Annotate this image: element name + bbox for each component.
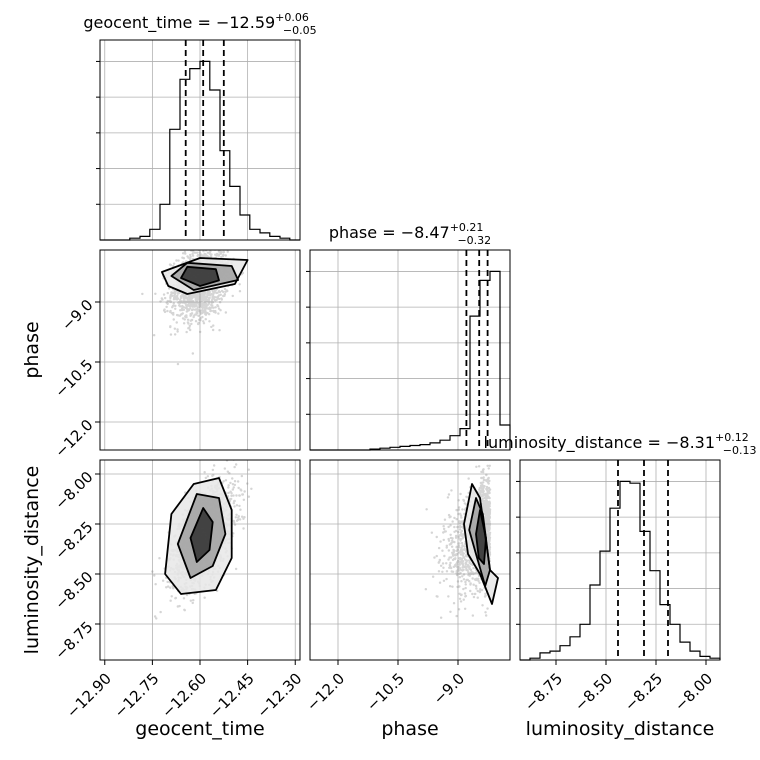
title-plus: +0.21 [450,221,484,234]
x-tick-label: −8.75 [521,670,566,715]
y-tick-label: −12.0 [51,416,96,461]
x-tick-label: −9.0 [430,670,468,708]
x-tick-label: −8.50 [571,670,616,715]
axes-frame [309,249,511,451]
x-tick-label: −12.45 [206,670,258,722]
title-main: luminosity_distance = −8.31 [484,433,715,453]
y-tick-label: −8.00 [51,468,96,513]
y-tick-label: −8.50 [51,568,96,613]
histogram-step [100,60,300,241]
title-minus: −0.13 [723,444,757,457]
density-fill [190,508,213,562]
panel-content [424,464,499,619]
contour-line [160,257,249,295]
contour-line [170,261,240,291]
panel-title-luminosity_distance: luminosity_distance = −8.31+0.12 −0.13 [484,431,757,457]
x-tick-label: −12.30 [254,670,306,722]
contour-line [180,265,220,287]
y-tick-label: −10.5 [51,356,96,401]
panel-content [141,250,249,366]
y-tick-label: −8.75 [51,618,96,663]
panel-content [151,460,253,620]
contour-line [463,483,499,605]
x-tick-label: −8.00 [671,670,716,715]
title-main: geocent_time = −12.59 [83,13,275,33]
y-axis-label-luminosity_distance: luminosity_distance [21,466,43,655]
axes-frame [519,459,721,661]
x-tick-label: −10.5 [363,670,408,715]
histogram-panel-luminosity_distance: luminosity_distance = −8.31+0.12 −0.13 [484,431,757,661]
contour-line [189,507,214,563]
x-tick-label: −8.25 [621,670,666,715]
contour-line [475,509,487,565]
x-tick-label: −12.60 [158,670,210,722]
x-axis-label-luminosity_distance: luminosity_distance [526,718,715,740]
y-axis-label-phase: phase [21,321,43,378]
scatter-panel-phase-luminosity_distance [309,459,511,661]
axes-frame [99,249,301,451]
x-axis-label-geocent_time: geocent_time [135,718,264,740]
panel-title-phase: phase = −8.47+0.21 −0.32 [329,221,491,247]
scatter-panel-geocent_time-luminosity_distance [99,459,301,661]
contour-line [164,477,233,595]
axes-frame [309,459,511,661]
contour-line [176,493,227,579]
x-axis-label-phase: phase [381,718,438,740]
scatter-panel-geocent_time-phase [99,249,301,451]
title-plus: +0.06 [275,11,309,24]
y-tick-label: −9.0 [58,296,96,334]
histogram-panel-geocent_time: geocent_time = −12.59+0.06 −0.05 [83,11,317,241]
x-tick-label: −12.0 [303,670,348,715]
title-plus: +0.12 [715,431,749,444]
x-tick-label: −12.75 [111,670,163,722]
title-minus: −0.32 [457,234,491,247]
histogram-panel-phase: phase = −8.47+0.21 −0.32 [306,221,511,451]
panel-title-geocent_time: geocent_time = −12.59+0.06 −0.05 [83,11,316,37]
x-tick-label: −12.90 [63,670,115,722]
title-minus: −0.05 [283,24,317,37]
y-tick-label: −8.25 [51,518,96,563]
axes-frame [99,39,301,241]
title-main: phase = −8.47 [329,223,450,242]
histogram-step [520,480,721,661]
